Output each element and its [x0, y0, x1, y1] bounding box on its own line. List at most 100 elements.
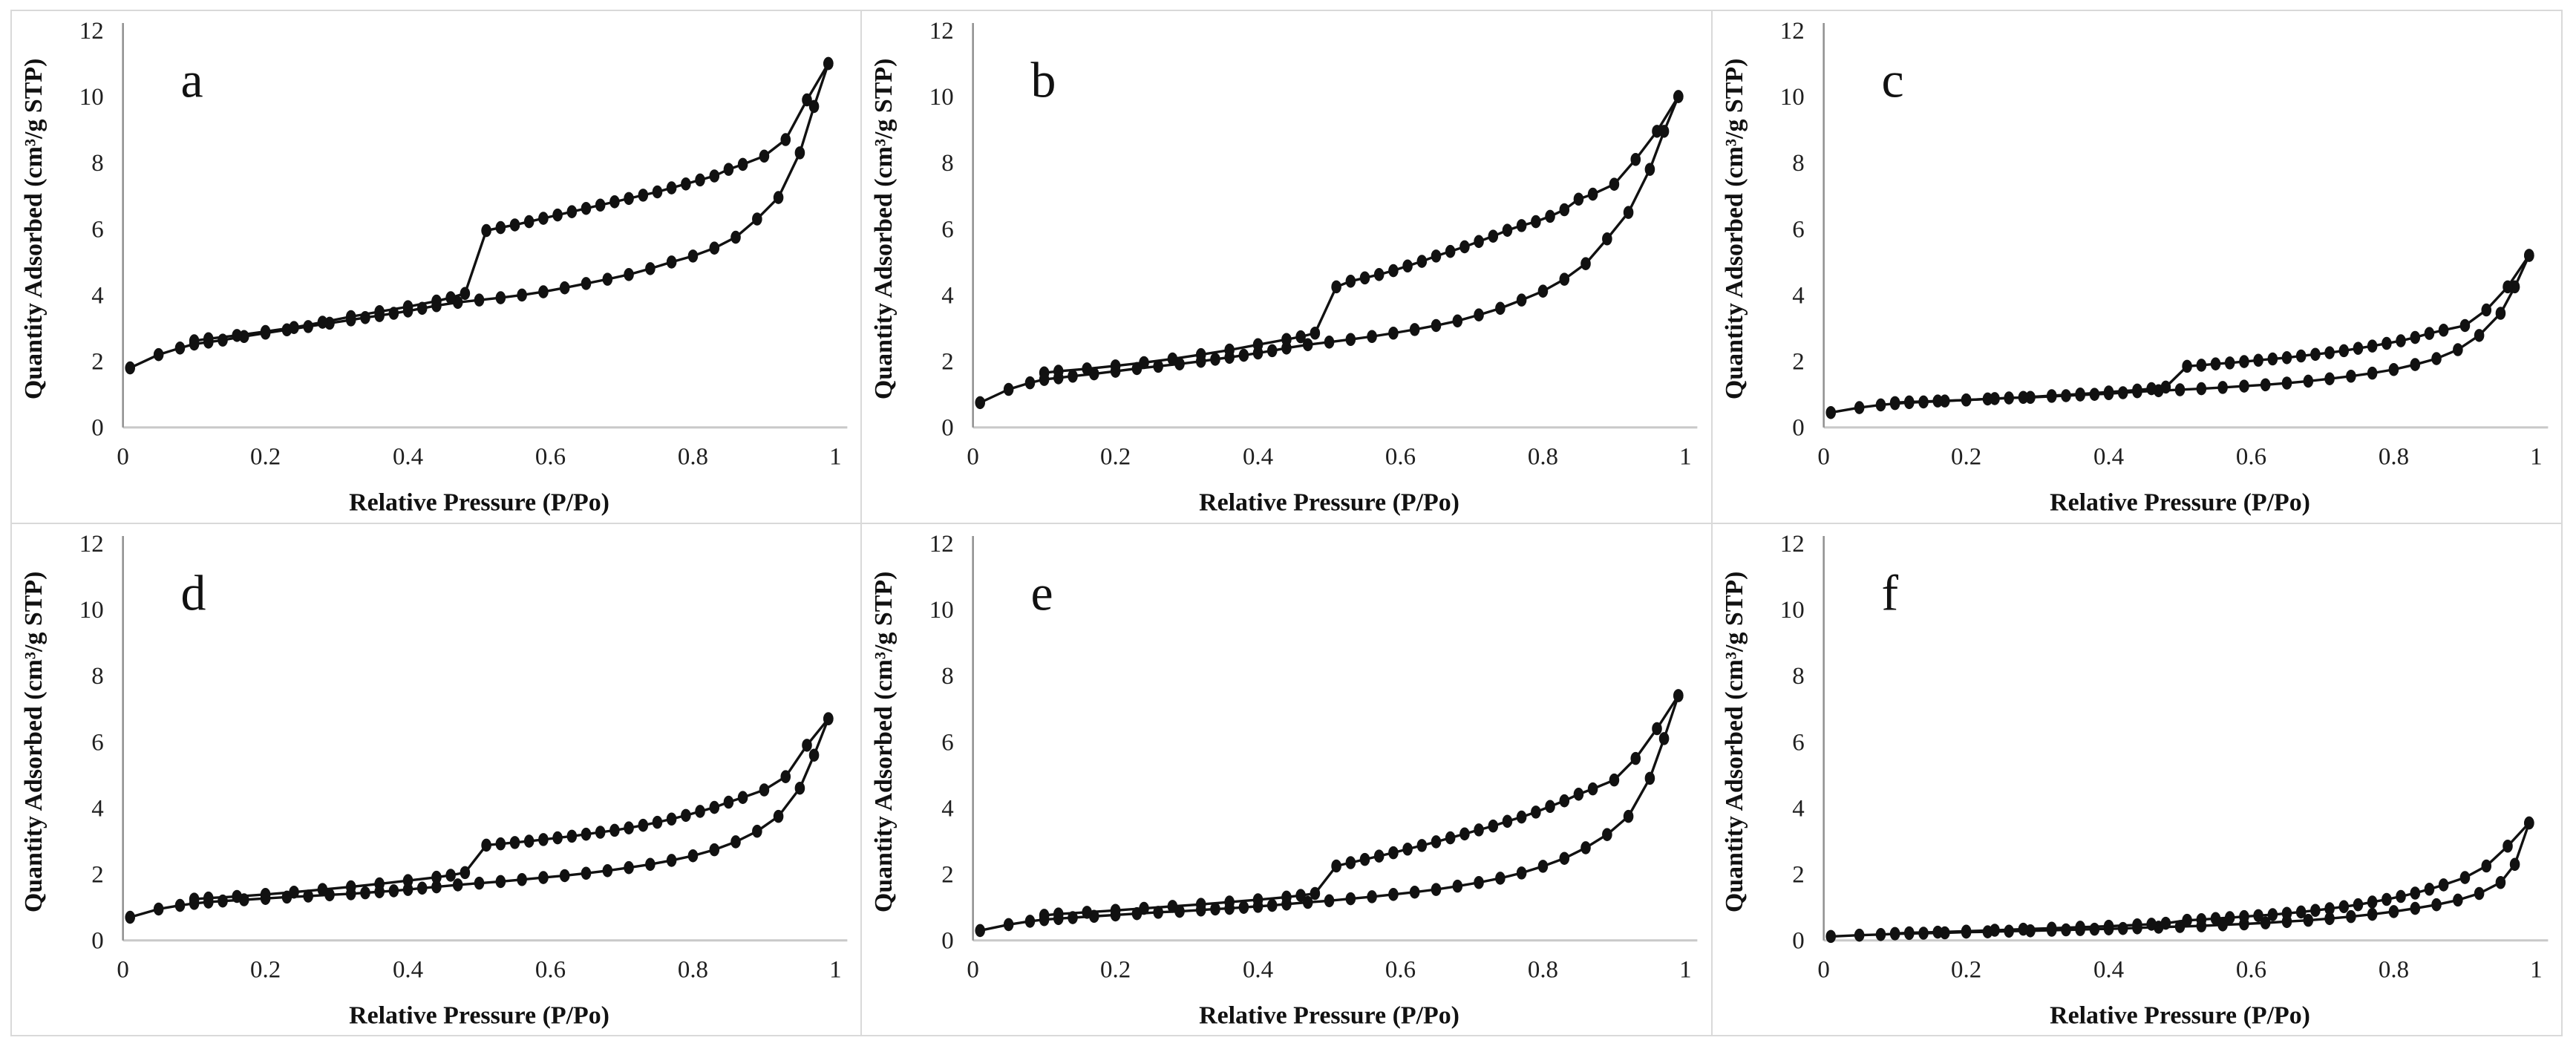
svg-text:0.2: 0.2 [250, 956, 281, 983]
svg-text:8: 8 [91, 150, 103, 177]
svg-text:0: 0 [967, 956, 979, 983]
svg-text:Relative Pressure (P/Po): Relative Pressure (P/Po) [2050, 1001, 2310, 1029]
svg-text:0.4: 0.4 [393, 956, 423, 983]
isotherm-chart-f: 0 2 4 6 8 10 12 0 0.2 0.4 0.6 0.8 1 Quantity Adsorbed… [1721, 530, 2549, 1029]
svg-text:b: b [1031, 53, 1056, 108]
svg-text:1: 1 [1680, 956, 1692, 983]
isotherm-panel-d: 0 2 4 6 8 10 12 0 0.2 0.4 0.6 0.8 1 Quantity Adsorbed… [12, 523, 861, 1035]
svg-text:d: d [180, 565, 206, 621]
svg-text:4: 4 [1792, 282, 1804, 309]
svg-text:0.8: 0.8 [1528, 444, 1558, 471]
svg-text:0.4: 0.4 [1243, 956, 1273, 983]
svg-text:2: 2 [91, 349, 103, 376]
svg-text:1: 1 [829, 444, 841, 471]
svg-text:0.6: 0.6 [535, 444, 566, 471]
svg-text:4: 4 [1792, 795, 1804, 822]
isotherm-chart-b: 0 2 4 6 8 10 12 0 0.2 0.4 0.6 0.8 1 Quantity Adsorbed… [870, 18, 1698, 517]
isotherm-chart-e: 0 2 4 6 8 10 12 0 0.2 0.4 0.6 0.8 1 Quantity Adsorbed… [870, 530, 1698, 1029]
svg-text:0.8: 0.8 [678, 956, 708, 983]
svg-text:12: 12 [79, 18, 104, 45]
svg-text:0: 0 [1817, 444, 1829, 471]
svg-text:0.2: 0.2 [1951, 444, 1981, 471]
svg-text:6: 6 [1792, 216, 1804, 243]
svg-text:8: 8 [942, 663, 954, 690]
svg-text:2: 2 [1792, 349, 1804, 376]
svg-text:0.4: 0.4 [1243, 444, 1273, 471]
svg-text:Quantity Adsorbed (cm³/g STP): Quantity Adsorbed (cm³/g STP) [1721, 571, 1748, 912]
svg-text:12: 12 [1779, 18, 1804, 45]
svg-text:0.2: 0.2 [250, 444, 281, 471]
svg-text:1: 1 [2530, 444, 2542, 471]
svg-text:Relative Pressure (P/Po): Relative Pressure (P/Po) [2050, 489, 2310, 517]
svg-text:0: 0 [1792, 927, 1804, 954]
svg-text:Quantity Adsorbed (cm³/g STP): Quantity Adsorbed (cm³/g STP) [870, 59, 898, 400]
svg-text:0.2: 0.2 [1100, 956, 1131, 983]
svg-text:1: 1 [1680, 444, 1692, 471]
svg-text:Quantity Adsorbed (cm³/g STP): Quantity Adsorbed (cm³/g STP) [870, 571, 898, 912]
isotherm-panel-f: 0 2 4 6 8 10 12 0 0.2 0.4 0.6 0.8 1 Quantity Adsorbed… [1712, 523, 2561, 1035]
isotherm-chart-d: 0 2 4 6 8 10 12 0 0.2 0.4 0.6 0.8 1 Quantity Adsorbed… [20, 530, 848, 1029]
svg-text:0: 0 [91, 415, 103, 442]
svg-text:4: 4 [942, 282, 954, 309]
svg-text:0.8: 0.8 [2379, 956, 2409, 983]
svg-text:0: 0 [117, 956, 128, 983]
svg-text:4: 4 [942, 795, 954, 822]
svg-text:e: e [1031, 565, 1053, 621]
svg-text:0: 0 [117, 444, 128, 471]
svg-text:10: 10 [79, 597, 104, 624]
isotherm-figure-grid: 0 2 4 6 8 10 12 0 0.2 0.4 0.6 0.8 1 Quantity Adsorbed… [12, 11, 2561, 1035]
svg-text:Quantity Adsorbed (cm³/g STP): Quantity Adsorbed (cm³/g STP) [20, 571, 48, 912]
svg-text:0.6: 0.6 [2236, 956, 2266, 983]
svg-text:10: 10 [1779, 597, 1804, 624]
svg-text:6: 6 [942, 216, 954, 243]
svg-text:0.6: 0.6 [2236, 444, 2266, 471]
svg-text:Relative Pressure (P/Po): Relative Pressure (P/Po) [349, 489, 609, 517]
svg-text:Relative Pressure (P/Po): Relative Pressure (P/Po) [1199, 1001, 1459, 1029]
svg-text:4: 4 [91, 282, 103, 309]
svg-text:12: 12 [929, 530, 954, 557]
isotherm-panel-b: 0 2 4 6 8 10 12 0 0.2 0.4 0.6 0.8 1 Quantity Adsorbed… [862, 11, 1711, 523]
svg-text:0.4: 0.4 [2093, 956, 2124, 983]
svg-text:a: a [180, 53, 203, 108]
svg-text:2: 2 [942, 349, 954, 376]
svg-text:0: 0 [91, 927, 103, 954]
svg-text:0.6: 0.6 [1385, 444, 1416, 471]
svg-text:0.8: 0.8 [678, 444, 708, 471]
svg-text:8: 8 [91, 663, 103, 690]
svg-text:0.8: 0.8 [1528, 956, 1558, 983]
svg-text:0.4: 0.4 [2093, 444, 2124, 471]
svg-text:0.4: 0.4 [393, 444, 423, 471]
svg-text:2: 2 [942, 861, 954, 888]
svg-text:c: c [1881, 53, 1903, 108]
svg-text:0: 0 [942, 927, 954, 954]
svg-text:6: 6 [91, 216, 103, 243]
svg-text:0.6: 0.6 [1385, 956, 1416, 983]
svg-text:Quantity Adsorbed (cm³/g STP): Quantity Adsorbed (cm³/g STP) [20, 59, 48, 400]
svg-text:0.2: 0.2 [1100, 444, 1131, 471]
svg-text:10: 10 [929, 84, 954, 111]
svg-text:Relative Pressure (P/Po): Relative Pressure (P/Po) [1199, 489, 1459, 517]
isotherm-panel-e: 0 2 4 6 8 10 12 0 0.2 0.4 0.6 0.8 1 Quantity Adsorbed… [862, 523, 1711, 1035]
svg-text:10: 10 [929, 597, 954, 624]
figure-border: 0 2 4 6 8 10 12 0 0.2 0.4 0.6 0.8 1 Quantity Adsorbed… [10, 10, 2563, 1036]
svg-text:0: 0 [1792, 415, 1804, 442]
isotherm-panel-c: 0 2 4 6 8 10 12 0 0.2 0.4 0.6 0.8 1 Quantity Adsorbed… [1712, 11, 2561, 523]
svg-text:12: 12 [79, 530, 104, 557]
svg-text:f: f [1881, 565, 1898, 621]
svg-text:10: 10 [79, 84, 104, 111]
svg-text:12: 12 [1779, 530, 1804, 557]
isotherm-chart-c: 0 2 4 6 8 10 12 0 0.2 0.4 0.6 0.8 1 Quantity Adsorbed… [1721, 18, 2549, 517]
svg-text:0.2: 0.2 [1951, 956, 1981, 983]
isotherm-panel-a: 0 2 4 6 8 10 12 0 0.2 0.4 0.6 0.8 1 Quantity Adsorbed… [12, 11, 861, 523]
svg-text:0: 0 [942, 415, 954, 442]
svg-text:8: 8 [1792, 663, 1804, 690]
svg-text:Quantity Adsorbed (cm³/g STP): Quantity Adsorbed (cm³/g STP) [1721, 59, 1748, 400]
isotherm-chart-a: 0 2 4 6 8 10 12 0 0.2 0.4 0.6 0.8 1 Quantity Adsorbed… [20, 18, 848, 517]
svg-text:0: 0 [1817, 956, 1829, 983]
svg-text:4: 4 [91, 795, 103, 822]
svg-text:0.8: 0.8 [2379, 444, 2409, 471]
svg-text:1: 1 [829, 956, 841, 983]
svg-text:0.6: 0.6 [535, 956, 566, 983]
svg-text:6: 6 [942, 729, 954, 756]
svg-text:6: 6 [1792, 729, 1804, 756]
